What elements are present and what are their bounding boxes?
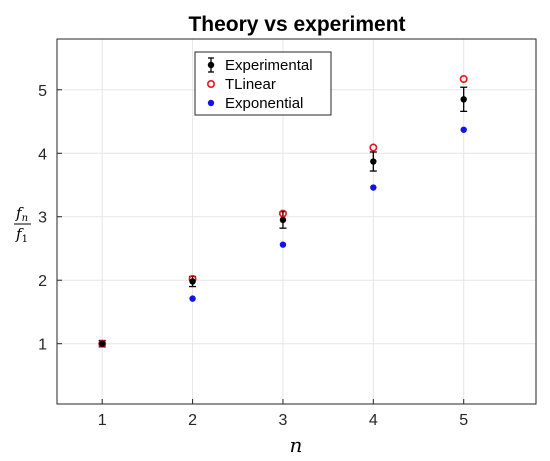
tlinear-point <box>459 74 468 83</box>
exponential-point <box>279 241 287 248</box>
y-axis-ticks: 1 2 3 4 5 <box>38 83 62 354</box>
legend: Experimental TLinear Exponential <box>194 51 332 116</box>
data-marks <box>98 74 468 348</box>
y-tick-label: 4 <box>38 146 47 163</box>
legend-box <box>194 51 332 116</box>
legend-item-tlinear: TLinear <box>207 76 276 93</box>
x-axis-ticks: 1 2 3 4 5 <box>98 399 468 429</box>
legend-blue-dot-icon <box>207 99 215 107</box>
y-label-numerator: fn <box>15 204 28 224</box>
legend-open-circle-icon <box>207 80 216 89</box>
exponential-point <box>189 295 196 302</box>
legend-item-experimental: Experimental <box>207 57 313 74</box>
experimental-point <box>279 216 287 224</box>
legend-label-tlinear: TLinear <box>225 76 276 93</box>
legend-label-exponential: Exponential <box>225 95 303 112</box>
y-tick-label: 1 <box>38 337 47 354</box>
chart-title: Theory vs experiment <box>188 13 405 36</box>
experimental-point <box>370 158 377 165</box>
experimental-point <box>98 340 106 347</box>
legend-label-experimental: Experimental <box>225 57 313 74</box>
experimental-point <box>460 96 467 103</box>
y-tick-label: 5 <box>38 83 47 100</box>
x-tick-label: 1 <box>98 412 107 429</box>
x-tick-label: 4 <box>369 412 378 429</box>
exponential-point <box>370 184 377 191</box>
x-tick-label: 3 <box>278 412 287 429</box>
exponential-point <box>460 126 467 133</box>
y-label-denominator: f1 <box>15 225 28 245</box>
x-tick-label: 5 <box>459 412 468 429</box>
plot-area <box>56 38 537 405</box>
legend-item-exponential: Exponential <box>207 95 303 112</box>
tlinear-point <box>369 143 378 152</box>
y-tick-label: 2 <box>38 273 47 290</box>
x-axis-label: n <box>290 433 303 457</box>
y-axis-label: fn f1 <box>14 204 31 245</box>
x-tick-label: 2 <box>188 412 197 429</box>
experimental-point <box>189 278 196 285</box>
y-tick-label: 3 <box>38 210 47 227</box>
legend-dot-icon <box>207 61 215 69</box>
